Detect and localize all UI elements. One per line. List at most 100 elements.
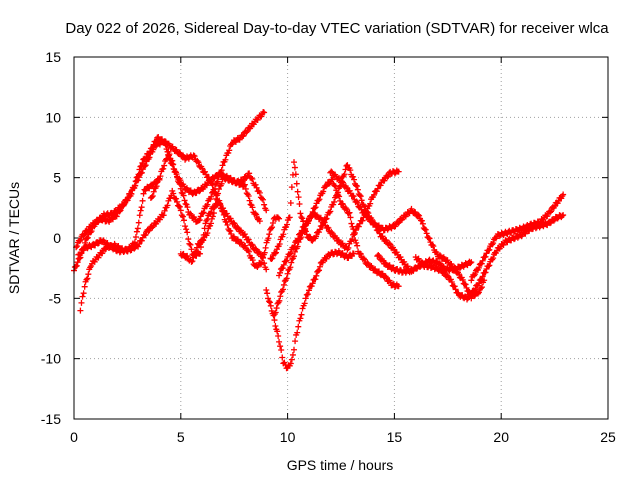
data-point [113, 213, 120, 220]
data-point [315, 197, 322, 204]
data-point [355, 223, 362, 230]
data-point [165, 152, 172, 159]
data-point [234, 223, 241, 230]
data-point [309, 208, 316, 215]
data-point [177, 207, 184, 214]
data-point [422, 226, 429, 233]
data-point [245, 248, 252, 255]
plot-frame [73, 56, 609, 420]
data-point [441, 269, 448, 276]
data-point [395, 168, 402, 175]
data-point [478, 260, 485, 267]
data-point [240, 132, 247, 139]
data-point [269, 224, 276, 231]
data-point [239, 178, 246, 185]
data-point [267, 302, 274, 309]
data-point [324, 224, 331, 231]
data-point [265, 295, 272, 302]
data-point [195, 159, 202, 166]
data-point [199, 210, 206, 217]
data-point [74, 243, 81, 250]
x-tick-label: 15 [387, 429, 403, 445]
data-point [291, 159, 298, 166]
data-point [459, 276, 466, 283]
data-point [323, 215, 330, 222]
data-point [169, 161, 176, 168]
data-point [463, 284, 470, 291]
data-point [297, 210, 304, 217]
data-point [260, 196, 267, 203]
data-point [479, 273, 486, 280]
series-track-13 [468, 191, 567, 284]
data-point [448, 279, 455, 286]
data-point [231, 220, 238, 227]
data-point [138, 237, 145, 244]
data-point [185, 236, 192, 243]
x-tick-label: 20 [493, 429, 509, 445]
data-point [252, 245, 259, 252]
data-point [299, 305, 306, 312]
data-point [478, 284, 485, 291]
data-point [354, 186, 361, 193]
data-point [323, 255, 330, 262]
data-point [274, 214, 281, 221]
data-point [170, 165, 177, 172]
data-point [150, 188, 157, 195]
data-point [174, 198, 181, 205]
data-point [136, 166, 143, 173]
data-point [311, 205, 318, 212]
data-point [373, 188, 380, 195]
data-point [138, 162, 145, 169]
data-point [294, 188, 301, 195]
data-point [544, 213, 551, 220]
data-point [200, 237, 207, 244]
data-point [215, 186, 222, 193]
data-point [261, 249, 268, 256]
data-point [273, 305, 280, 312]
data-point [286, 214, 293, 221]
data-point [84, 234, 91, 241]
data-point [279, 354, 286, 361]
data-point [551, 203, 558, 210]
data-point [338, 178, 345, 185]
data-point [384, 173, 391, 180]
data-point [116, 208, 123, 215]
data-point [196, 216, 203, 223]
data-point [78, 250, 85, 257]
data-point [294, 329, 301, 336]
data-point [287, 250, 294, 257]
data-point [353, 183, 360, 190]
data-point [274, 328, 281, 335]
data-point [258, 259, 265, 266]
y-tick-label: -10 [41, 351, 61, 367]
series-track-9 [271, 176, 402, 318]
data-point [478, 276, 485, 283]
data-point [132, 178, 139, 185]
data-point [333, 187, 340, 194]
data-point [133, 174, 140, 181]
data-point [325, 225, 332, 232]
data-point [248, 175, 255, 182]
data-point [452, 286, 459, 293]
data-point [554, 215, 561, 222]
data-point [360, 255, 367, 262]
data-point [301, 300, 308, 307]
data-point [85, 271, 92, 278]
data-point [196, 188, 203, 195]
data-point [345, 244, 352, 251]
data-point [138, 204, 145, 211]
data-point [262, 244, 269, 251]
data-point [479, 257, 486, 264]
data-point [258, 113, 265, 120]
data-point [436, 252, 443, 259]
data-point [294, 243, 301, 250]
data-point [139, 159, 146, 166]
data-point [381, 177, 388, 184]
data-layer [71, 108, 567, 372]
data-point [263, 266, 270, 273]
data-point [138, 169, 145, 176]
data-point [245, 192, 252, 199]
data-point [164, 202, 171, 209]
data-point [223, 210, 230, 217]
